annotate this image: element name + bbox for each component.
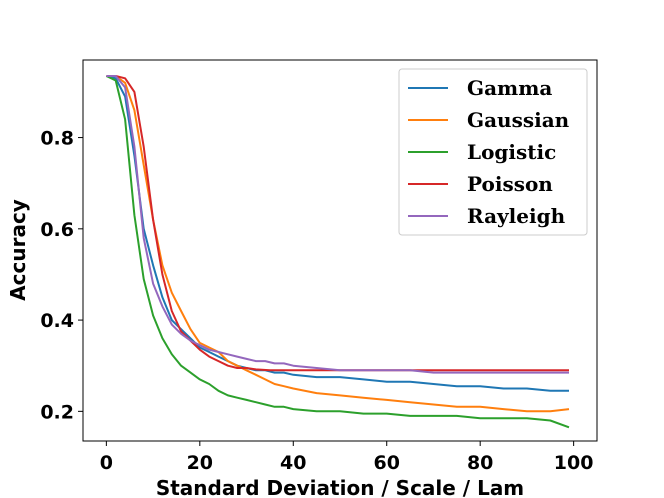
x-tick-label: 100: [554, 452, 594, 474]
y-tick-label: 0.6: [40, 219, 74, 241]
x-tick-label: 0: [100, 452, 113, 474]
legend: Gamma Gaussian Logistic Poisson Rayleigh: [398, 68, 588, 236]
x-tick-label: 40: [280, 452, 306, 474]
series-line-rayleigh: [106, 75, 569, 374]
x-axis-ticks: 0 20 40 60 80 100: [100, 441, 594, 474]
y-tick-label: 0.4: [40, 310, 74, 332]
y-axis-label: Accuracy: [6, 199, 30, 301]
legend-box: [398, 68, 588, 236]
y-tick-label: 0.2: [40, 401, 74, 423]
legend-label-gamma: Gamma: [467, 76, 552, 100]
legend-label-poisson: Poisson: [467, 172, 553, 196]
x-tick-label: 80: [467, 452, 493, 474]
series-lines: [105, 75, 570, 429]
legend-label-logistic: Logistic: [467, 140, 556, 164]
y-tick-label: 0.8: [40, 128, 74, 150]
x-axis-label: Standard Deviation / Scale / Lam: [156, 476, 524, 498]
y-axis-ticks: 0.2 0.4 0.6 0.8: [40, 128, 83, 423]
x-tick-label: 20: [187, 452, 213, 474]
x-tick-label: 60: [374, 452, 400, 474]
legend-label-rayleigh: Rayleigh: [467, 204, 566, 228]
legend-label-gaussian: Gaussian: [467, 108, 570, 132]
plot-frame: [82, 59, 598, 442]
series-line-logistic: [105, 75, 570, 429]
